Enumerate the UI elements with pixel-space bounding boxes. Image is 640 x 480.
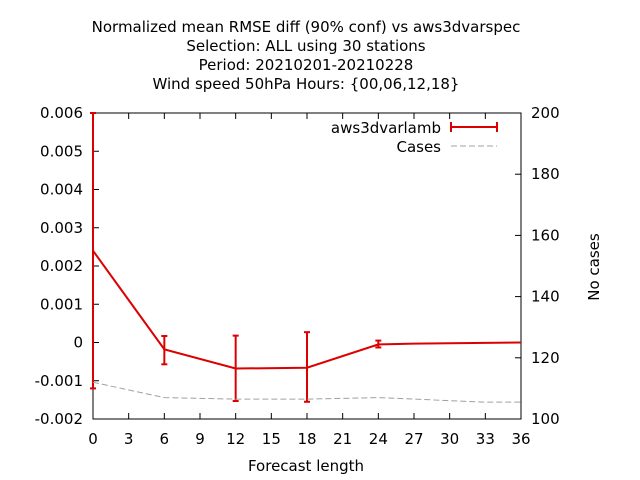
y2-tick-label: 180 xyxy=(531,165,560,183)
y2-tick-label: 200 xyxy=(531,104,560,122)
legend-label-cases: Cases xyxy=(396,138,441,156)
x-tick-label: 27 xyxy=(404,430,423,448)
series-layer xyxy=(90,112,522,403)
y2-tick-label: 140 xyxy=(531,288,560,306)
title-line-3: Period: 20210201-20210228 xyxy=(199,56,414,74)
y-tick-label: 0.006 xyxy=(40,104,83,122)
y-tick-label: 0.001 xyxy=(40,295,83,313)
x-tick-label: 12 xyxy=(226,430,245,448)
x-tick-label: 36 xyxy=(511,430,530,448)
legend-label-aws3dvarlamb: aws3dvarlamb xyxy=(331,119,441,137)
y-tick-label: 0.004 xyxy=(40,181,83,199)
y2-tick-label: 160 xyxy=(531,226,560,244)
y-tick-label: 0.005 xyxy=(40,142,83,160)
y2-axis-ticks: 100 120 140 160 180 200 xyxy=(515,104,560,428)
y-tick-label: 0.002 xyxy=(40,257,83,275)
x-tick-label: 15 xyxy=(262,430,281,448)
x-axis-label: Forecast length xyxy=(248,457,364,475)
y2-tick-label: 100 xyxy=(531,410,560,428)
series-line-cases xyxy=(92,381,521,403)
x-tick-label: 9 xyxy=(195,430,205,448)
title-line-4: Wind speed 50hPa Hours: {00,06,12,18} xyxy=(153,75,460,93)
x-axis-ticks: 0 3 6 9 12 15 18 21 24 27 30 33 36 xyxy=(88,113,531,448)
x-tick-label: 0 xyxy=(88,430,98,448)
x-tick-label: 3 xyxy=(124,430,134,448)
chart-title: Normalized mean RMSE diff (90% conf) vs … xyxy=(92,18,521,93)
x-tick-label: 6 xyxy=(160,430,170,448)
x-tick-label: 24 xyxy=(369,430,388,448)
y-tick-label: -0.001 xyxy=(35,372,83,390)
title-line-1: Normalized mean RMSE diff (90% conf) vs … xyxy=(92,18,521,36)
legend: aws3dvarlamb Cases xyxy=(331,119,498,156)
x-tick-label: 21 xyxy=(333,430,352,448)
x-tick-label: 18 xyxy=(297,430,316,448)
y-tick-label: -0.002 xyxy=(35,410,83,428)
title-line-2: Selection: ALL using 30 stations xyxy=(186,37,425,55)
y-axis-ticks: -0.002 -0.001 0 0.001 0.002 0.003 0.004 0.005 0.… xyxy=(35,104,99,428)
x-tick-label: 30 xyxy=(440,430,459,448)
y-tick-label: 0.003 xyxy=(40,219,83,237)
y2-tick-label: 120 xyxy=(531,349,560,367)
y2-axis-label: No cases xyxy=(585,233,603,301)
x-tick-label: 33 xyxy=(476,430,495,448)
y-tick-label: 0 xyxy=(73,334,83,352)
